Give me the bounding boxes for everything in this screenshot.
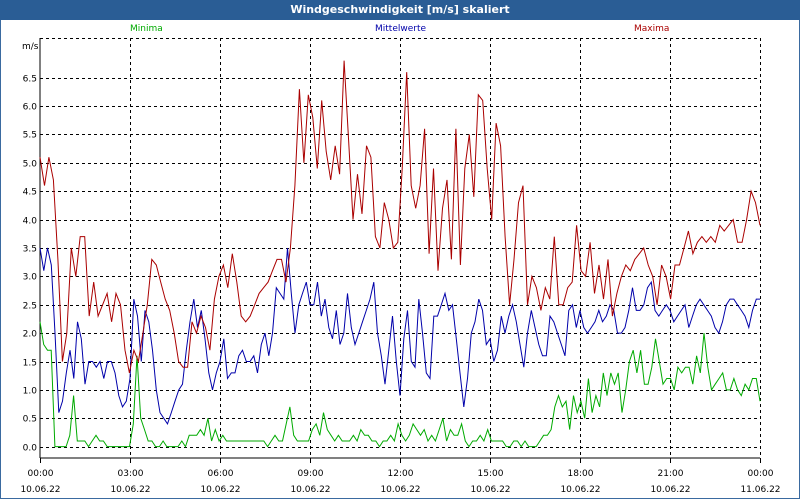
x-tick-date: 10.06.22 (290, 485, 330, 495)
y-tick-label: 3.0 (23, 273, 38, 283)
y-tick-label: 4.0 (23, 217, 38, 227)
x-tick-time: 21:00 (658, 469, 684, 479)
grid-lines (39, 38, 761, 459)
x-tick-time: 03:00 (118, 469, 144, 479)
y-tick-label: 5.0 (23, 160, 38, 170)
x-tick-date: 10.06.22 (110, 485, 150, 495)
y-tick-label: 5.5 (23, 131, 37, 141)
x-tick-date: 10.06.22 (20, 485, 60, 495)
legend-minima: Minima (130, 24, 163, 34)
y-tick-label: 1.5 (23, 359, 37, 369)
x-tick-time: 06:00 (208, 469, 234, 479)
series-line-minima (39, 321, 761, 448)
y-tick-label: 0.0 (23, 444, 38, 454)
y-tick-label: 6.0 (23, 103, 38, 113)
y-tick-label: 2.0 (23, 330, 38, 340)
x-tick-time: 18:00 (568, 469, 594, 479)
y-tick-label: 6.5 (23, 75, 37, 85)
x-tick-time: 12:00 (388, 469, 414, 479)
x-tick-time: 00:00 (28, 469, 54, 479)
legend-maxima: Maxima (634, 24, 670, 34)
x-tick-date: 10.06.22 (380, 485, 420, 495)
y-tick-label: 2.5 (23, 302, 37, 312)
x-tick-time: 09:00 (298, 469, 324, 479)
x-tick-date: 11.06.22 (740, 485, 780, 495)
y-tick-label: 0.5 (23, 415, 37, 425)
series-line-mittelwerte (39, 247, 760, 426)
window-title: Windgeschwindigkeit [m/s] skaliert (0, 0, 800, 20)
y-axis-ticks: 0.0 0.5 1.0 1.5 2.0 2.5 3.0 3.5 4.0 4.5 5.0 5.5 6.0 6… (23, 75, 38, 454)
y-tick-label: 1.0 (23, 387, 38, 397)
series-line-maxima (39, 60, 761, 373)
x-tick-date: 10.06.22 (560, 485, 600, 495)
x-axis-ticks: 00:00 10.06.22 03:00 10.06.22 06:00 10.06.22 0… (20, 458, 781, 495)
x-tick-date: 10.06.22 (650, 485, 690, 495)
y-tick-label: 3.5 (23, 245, 37, 255)
x-tick-date: 10.06.22 (470, 485, 510, 495)
x-tick-time: 00:00 (748, 469, 774, 479)
x-tick-date: 10.06.22 (200, 485, 240, 495)
legend-mittelwerte: Mittelwerte (375, 24, 427, 34)
y-axis-label: m/s (22, 42, 39, 52)
series-lines (39, 60, 761, 448)
x-tick-time: 15:00 (478, 469, 504, 479)
y-tick-label: 4.5 (23, 188, 37, 198)
